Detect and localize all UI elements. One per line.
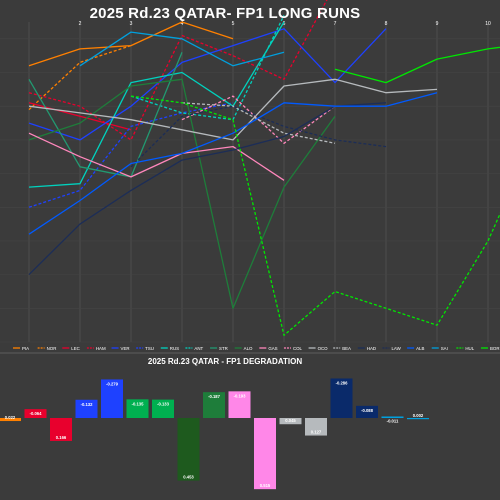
- x-tick-label: 10: [485, 21, 491, 27]
- bar-label-ant: 0.453: [183, 475, 194, 480]
- series-line-str: [28, 52, 183, 178]
- bar-label-alb: -0.011: [387, 418, 399, 423]
- legend-label-had: HAD: [367, 346, 376, 351]
- bar-alb: [381, 416, 404, 418]
- bar-label-pia: 0.022: [5, 415, 16, 420]
- series-line-hul: [130, 95, 500, 336]
- legend-label-bea: BEA: [342, 346, 351, 351]
- series-line-ham: [28, 0, 328, 141]
- x-tick-label: 6: [283, 21, 286, 27]
- bar-label-had: -0.286: [336, 380, 349, 385]
- bar-label-law: -0.088: [361, 408, 374, 413]
- bar-label-alo: -0.187: [208, 394, 221, 399]
- series-line-law: [130, 105, 387, 168]
- series-line-bea: [181, 102, 336, 144]
- bar-nor: [24, 409, 47, 418]
- bar-lec: [50, 418, 72, 441]
- bar-label-col: 0.515: [260, 483, 271, 488]
- series-line-col: [181, 95, 336, 144]
- series-line-gas: [28, 132, 285, 181]
- legend-label-lec: LEC: [71, 346, 80, 351]
- bar-label-oco: 0.045: [285, 418, 296, 423]
- series-line-ant: [130, 15, 285, 121]
- bar-ver: [101, 379, 123, 418]
- bar-gas: [228, 391, 251, 418]
- bar-col: [254, 418, 276, 490]
- bar-label-sai: 0.002: [413, 413, 424, 418]
- series-line-rus: [28, 21, 285, 188]
- legend-label-ant: ANT: [194, 346, 203, 351]
- legend-label-alo: ALO: [244, 346, 253, 351]
- legend-label-gas: GAS: [268, 346, 277, 351]
- bar-had: [330, 378, 353, 418]
- bar-label-gas: -0.193: [234, 393, 247, 398]
- long-runs-title: 2025 Rd.23 QATAR- FP1 LONG RUNS: [89, 5, 361, 22]
- degradation-title: 2025 Rd.23 QATAR - FP1 DEGRADATION: [147, 357, 303, 366]
- legend-label-law: LAW: [391, 346, 401, 351]
- bar-tsu: [126, 399, 149, 418]
- bar-ham: [75, 399, 98, 418]
- series-line-bor: [334, 46, 500, 84]
- bar-label-lec: 0.166: [56, 435, 67, 440]
- x-tick-label: 3: [130, 21, 133, 27]
- x-tick-label: 8: [385, 21, 388, 27]
- series-line-pia: [28, 21, 234, 67]
- series-line-tsu: [28, 102, 234, 208]
- bar-sai: [407, 418, 429, 420]
- legend-label-str: STR: [219, 346, 228, 351]
- x-tick-label: 2: [79, 21, 82, 27]
- series-line-alo: [28, 78, 336, 309]
- legend-label-rus: RUS: [170, 346, 179, 351]
- legend-label-bor: BOR: [490, 346, 500, 351]
- legend-label-sai: SAI: [441, 346, 448, 351]
- x-tick-label: 7: [334, 21, 337, 27]
- bar-oco: [279, 418, 302, 425]
- legend-label-pia: PIA: [22, 346, 29, 351]
- series-line-ver: [28, 28, 387, 141]
- bar-ant: [177, 418, 200, 481]
- bar-label-ver: -0.279: [106, 381, 119, 386]
- legend-label-oco: OCO: [318, 346, 329, 351]
- bar-label-nor: -0.064: [30, 411, 43, 416]
- bar-law: [356, 405, 378, 418]
- series-line-sai: [79, 31, 285, 67]
- legend-label-tsu: TSU: [145, 346, 154, 351]
- legend-label-col: COL: [293, 346, 303, 351]
- series-line-alb: [28, 92, 438, 235]
- series-line-nor: [28, 44, 132, 111]
- series-line-oco: [28, 78, 438, 141]
- bar-alo: [203, 392, 225, 418]
- bar-label-rus: -0.133: [157, 402, 170, 407]
- x-tick-label: 5: [232, 21, 235, 27]
- x-tick-label: 9: [436, 21, 439, 27]
- legend-label-nor: NOR: [47, 346, 57, 351]
- legend-label-ver: VER: [121, 346, 130, 351]
- legend-label-alb: ALB: [416, 346, 424, 351]
- legend-label-hul: HUL: [465, 346, 474, 351]
- bar-label-bea: 0.127: [311, 430, 322, 435]
- series-line-had: [28, 102, 387, 276]
- bar-pia: [0, 418, 21, 422]
- bar-rus: [152, 399, 174, 418]
- bar-label-ham: -0.132: [81, 402, 94, 407]
- legend-label-ham: HAM: [96, 346, 106, 351]
- bar-bea: [305, 418, 327, 436]
- bar-label-tsu: -0.135: [132, 401, 145, 406]
- x-tick-label: 4: [181, 21, 184, 27]
